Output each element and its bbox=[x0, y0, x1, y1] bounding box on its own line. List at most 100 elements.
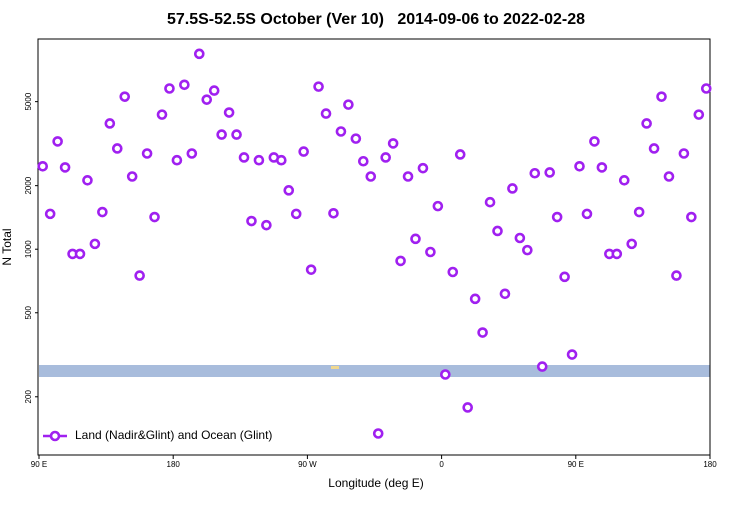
point bbox=[656, 91, 667, 102]
point bbox=[544, 167, 556, 178]
legend-label: Land (Nadir&Glint) and Ocean (Glint) bbox=[75, 428, 272, 442]
point bbox=[559, 271, 570, 283]
point bbox=[633, 206, 645, 218]
point bbox=[313, 81, 324, 92]
point bbox=[82, 175, 93, 186]
x-tick-label: 0 bbox=[439, 460, 444, 469]
point bbox=[216, 129, 227, 140]
point bbox=[641, 118, 652, 129]
point bbox=[596, 162, 608, 173]
x-tick-label: 180 bbox=[167, 460, 181, 469]
point bbox=[320, 108, 332, 119]
point bbox=[469, 293, 481, 305]
point bbox=[402, 171, 414, 182]
point bbox=[387, 138, 399, 149]
point bbox=[425, 246, 436, 258]
y-tick-label: 1000 bbox=[24, 240, 33, 258]
point bbox=[149, 211, 160, 223]
point bbox=[536, 361, 548, 372]
point bbox=[193, 48, 205, 60]
point bbox=[477, 327, 488, 338]
point bbox=[365, 171, 377, 182]
point bbox=[201, 94, 213, 105]
point bbox=[514, 232, 526, 244]
point bbox=[111, 143, 123, 154]
point bbox=[686, 211, 697, 223]
point bbox=[335, 126, 347, 137]
point bbox=[59, 162, 71, 173]
y-tick-label: 500 bbox=[24, 306, 33, 320]
x-tick-label: 90 W bbox=[298, 460, 317, 469]
point bbox=[693, 109, 705, 120]
point bbox=[410, 233, 421, 245]
point bbox=[246, 215, 257, 227]
y-tick-label: 200 bbox=[24, 390, 33, 404]
point bbox=[380, 152, 391, 163]
point bbox=[119, 91, 131, 102]
point bbox=[648, 143, 660, 154]
point bbox=[52, 136, 63, 147]
point bbox=[171, 154, 183, 166]
point bbox=[417, 162, 429, 174]
point bbox=[179, 79, 190, 91]
point bbox=[134, 270, 145, 281]
point bbox=[700, 83, 712, 94]
point bbox=[626, 238, 638, 250]
point bbox=[343, 99, 354, 110]
point bbox=[37, 160, 49, 172]
point bbox=[529, 167, 541, 179]
point bbox=[358, 155, 369, 167]
point bbox=[141, 148, 153, 159]
point bbox=[507, 183, 518, 194]
y-tick-label: 2000 bbox=[24, 176, 33, 194]
point bbox=[432, 200, 444, 212]
point bbox=[447, 266, 459, 278]
point bbox=[671, 270, 682, 281]
chart-title: 57.5S-52.5S October (Ver 10) 2014-09-06 … bbox=[167, 11, 585, 28]
point bbox=[522, 244, 533, 256]
point bbox=[395, 255, 406, 267]
point bbox=[574, 160, 585, 172]
point bbox=[328, 207, 339, 219]
point bbox=[44, 208, 56, 220]
legend-marker bbox=[49, 430, 61, 442]
map-land bbox=[331, 366, 339, 369]
point bbox=[89, 238, 101, 250]
y-axis-label: N Total bbox=[0, 228, 14, 265]
point bbox=[492, 225, 503, 237]
point bbox=[611, 248, 623, 260]
point bbox=[618, 175, 630, 186]
point bbox=[499, 288, 511, 300]
point bbox=[440, 369, 451, 380]
point bbox=[276, 154, 287, 166]
point bbox=[551, 211, 563, 223]
point bbox=[208, 85, 220, 96]
point bbox=[589, 136, 600, 147]
x-tick-label: 180 bbox=[703, 460, 717, 469]
point bbox=[298, 146, 309, 157]
point bbox=[581, 208, 593, 220]
point bbox=[164, 83, 175, 94]
point bbox=[462, 402, 473, 413]
point bbox=[305, 264, 317, 275]
x-tick-label: 90 E bbox=[568, 460, 584, 469]
map-strip bbox=[39, 365, 710, 377]
point bbox=[156, 109, 168, 120]
point bbox=[231, 129, 242, 140]
plot-frame bbox=[37, 38, 711, 456]
point bbox=[104, 118, 116, 129]
point bbox=[253, 154, 265, 166]
point bbox=[484, 196, 496, 208]
point bbox=[238, 152, 250, 163]
y-tick-label: 5000 bbox=[24, 92, 33, 110]
point bbox=[74, 248, 86, 260]
point bbox=[372, 428, 384, 439]
point bbox=[566, 349, 578, 360]
point bbox=[290, 208, 302, 220]
x-tick-label: 90 E bbox=[31, 460, 47, 469]
point bbox=[186, 148, 198, 159]
point bbox=[97, 206, 108, 218]
point bbox=[261, 219, 272, 231]
point bbox=[350, 133, 362, 144]
